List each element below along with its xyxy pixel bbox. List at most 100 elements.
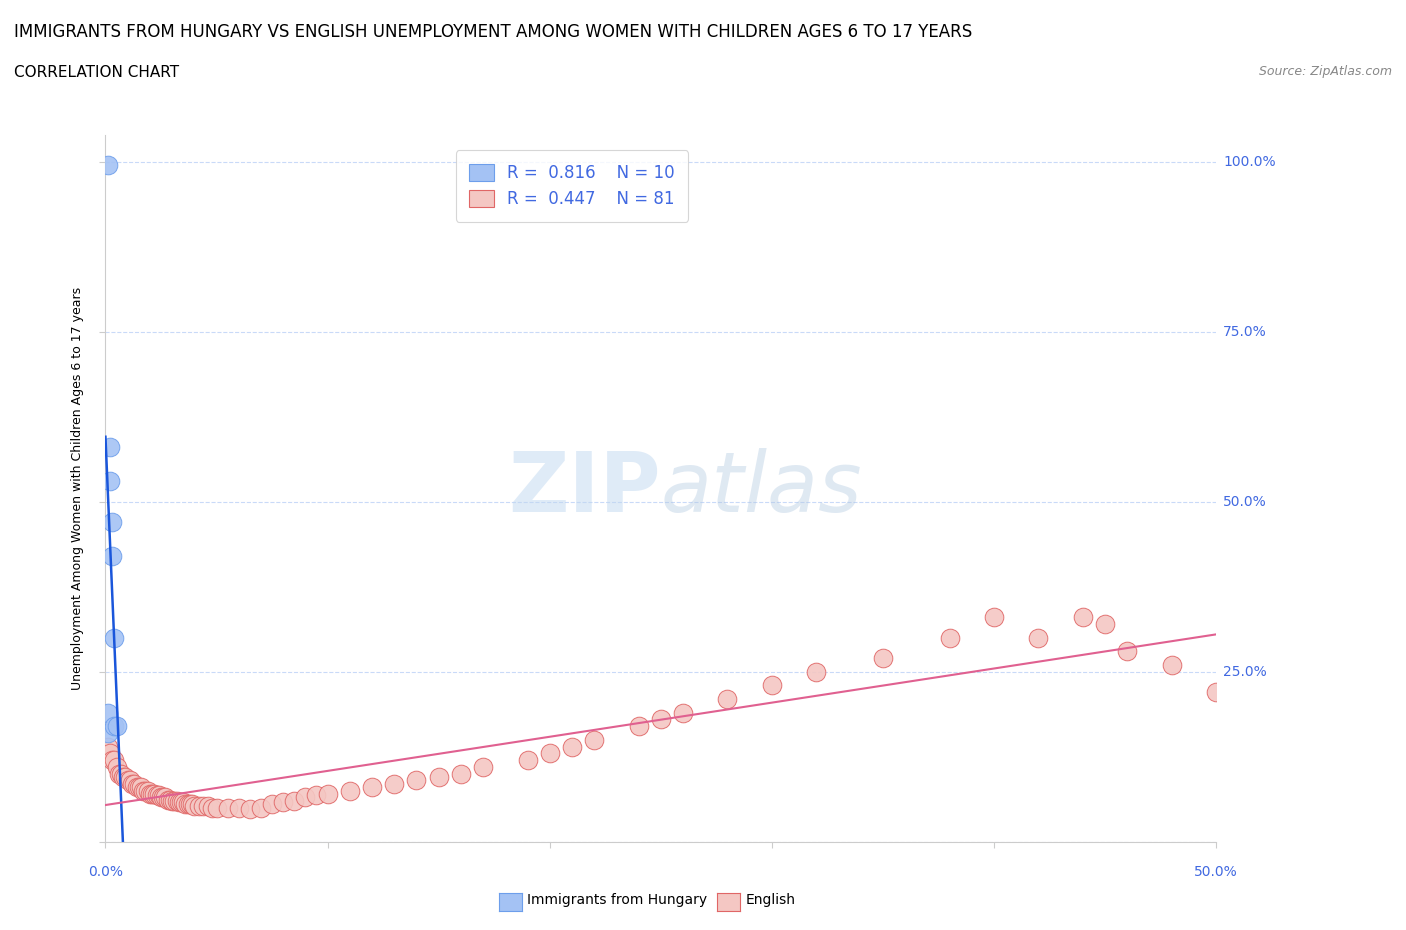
Point	[339, 783, 361, 798]
Point	[174, 797, 197, 812]
Point	[305, 788, 328, 803]
Point	[118, 773, 141, 788]
Point	[101, 752, 124, 767]
Point	[1094, 617, 1116, 631]
Point	[101, 515, 124, 530]
Point	[627, 719, 650, 734]
Text: 100.0%: 100.0%	[1223, 155, 1275, 169]
Text: 75.0%: 75.0%	[1223, 325, 1267, 339]
Point	[761, 678, 783, 693]
Point	[101, 549, 124, 564]
Y-axis label: Unemployment Among Women with Children Ages 6 to 17 years: Unemployment Among Women with Children A…	[70, 286, 84, 690]
Point	[98, 474, 121, 489]
Point	[143, 787, 166, 802]
Point	[239, 802, 262, 817]
Point	[156, 792, 179, 807]
Point	[228, 800, 250, 815]
Point	[262, 797, 284, 812]
Point	[136, 783, 159, 798]
Text: Source: ZipAtlas.com: Source: ZipAtlas.com	[1258, 65, 1392, 78]
Point	[134, 783, 156, 798]
Point	[271, 795, 294, 810]
Point	[98, 746, 121, 761]
Point	[872, 651, 894, 666]
Point	[427, 770, 450, 785]
Point	[716, 692, 738, 707]
Point	[124, 777, 146, 791]
Text: Immigrants from Hungary: Immigrants from Hungary	[527, 893, 707, 908]
Point	[114, 770, 136, 785]
Point	[128, 780, 150, 795]
Point	[152, 790, 174, 805]
Point	[139, 787, 162, 802]
Point	[382, 777, 405, 791]
Point	[132, 783, 155, 798]
Point	[159, 792, 181, 807]
Text: 50.0%: 50.0%	[1194, 865, 1239, 879]
Point	[181, 797, 204, 812]
Point	[472, 760, 495, 775]
Point	[583, 732, 606, 747]
Point	[97, 705, 120, 720]
Point	[110, 766, 132, 781]
Point	[167, 795, 190, 810]
Point	[107, 766, 129, 781]
Point	[193, 799, 215, 814]
Point	[103, 752, 125, 767]
Point	[150, 790, 173, 805]
Point	[983, 610, 1005, 625]
Point	[1160, 658, 1182, 672]
Text: ZIP: ZIP	[509, 447, 661, 529]
Text: English: English	[745, 893, 796, 908]
Point	[98, 440, 121, 455]
Point	[217, 800, 239, 815]
Point	[183, 798, 205, 813]
Point	[938, 631, 960, 645]
Point	[160, 793, 183, 808]
Point	[166, 793, 188, 808]
Point	[121, 777, 143, 791]
Point	[129, 780, 152, 795]
Text: 25.0%: 25.0%	[1223, 665, 1267, 679]
Point	[125, 780, 148, 795]
Point	[1071, 610, 1094, 625]
Point	[163, 793, 186, 808]
Point	[97, 158, 120, 173]
Point	[361, 780, 384, 795]
Point	[1028, 631, 1050, 645]
Point	[538, 746, 561, 761]
Point	[141, 787, 163, 802]
Text: CORRELATION CHART: CORRELATION CHART	[14, 65, 179, 80]
Point	[405, 773, 427, 788]
Point	[283, 793, 305, 808]
Point	[672, 705, 695, 720]
Point	[650, 711, 672, 726]
Point	[105, 719, 128, 734]
Point	[103, 719, 125, 734]
Point	[806, 664, 828, 679]
Point	[170, 795, 193, 810]
Point	[103, 631, 125, 645]
Point	[112, 770, 135, 785]
Text: 0.0%: 0.0%	[89, 865, 122, 879]
Point	[97, 739, 120, 754]
Point	[155, 790, 177, 805]
Point	[316, 787, 339, 802]
Point	[1205, 684, 1227, 699]
Point	[205, 800, 228, 815]
Point	[201, 800, 224, 815]
Point	[117, 773, 139, 788]
Point	[1116, 644, 1139, 658]
Point	[294, 790, 316, 805]
Point	[516, 752, 538, 767]
Point	[179, 797, 201, 812]
Point	[145, 788, 167, 803]
Point	[197, 799, 219, 814]
Text: IMMIGRANTS FROM HUNGARY VS ENGLISH UNEMPLOYMENT AMONG WOMEN WITH CHILDREN AGES 6: IMMIGRANTS FROM HUNGARY VS ENGLISH UNEMP…	[14, 23, 973, 41]
Point	[97, 725, 120, 740]
Point	[105, 760, 128, 775]
Point	[250, 800, 273, 815]
Point	[176, 797, 198, 812]
Point	[148, 788, 170, 803]
Legend: R =  0.816    N = 10, R =  0.447    N = 81: R = 0.816 N = 10, R = 0.447 N = 81	[456, 151, 689, 221]
